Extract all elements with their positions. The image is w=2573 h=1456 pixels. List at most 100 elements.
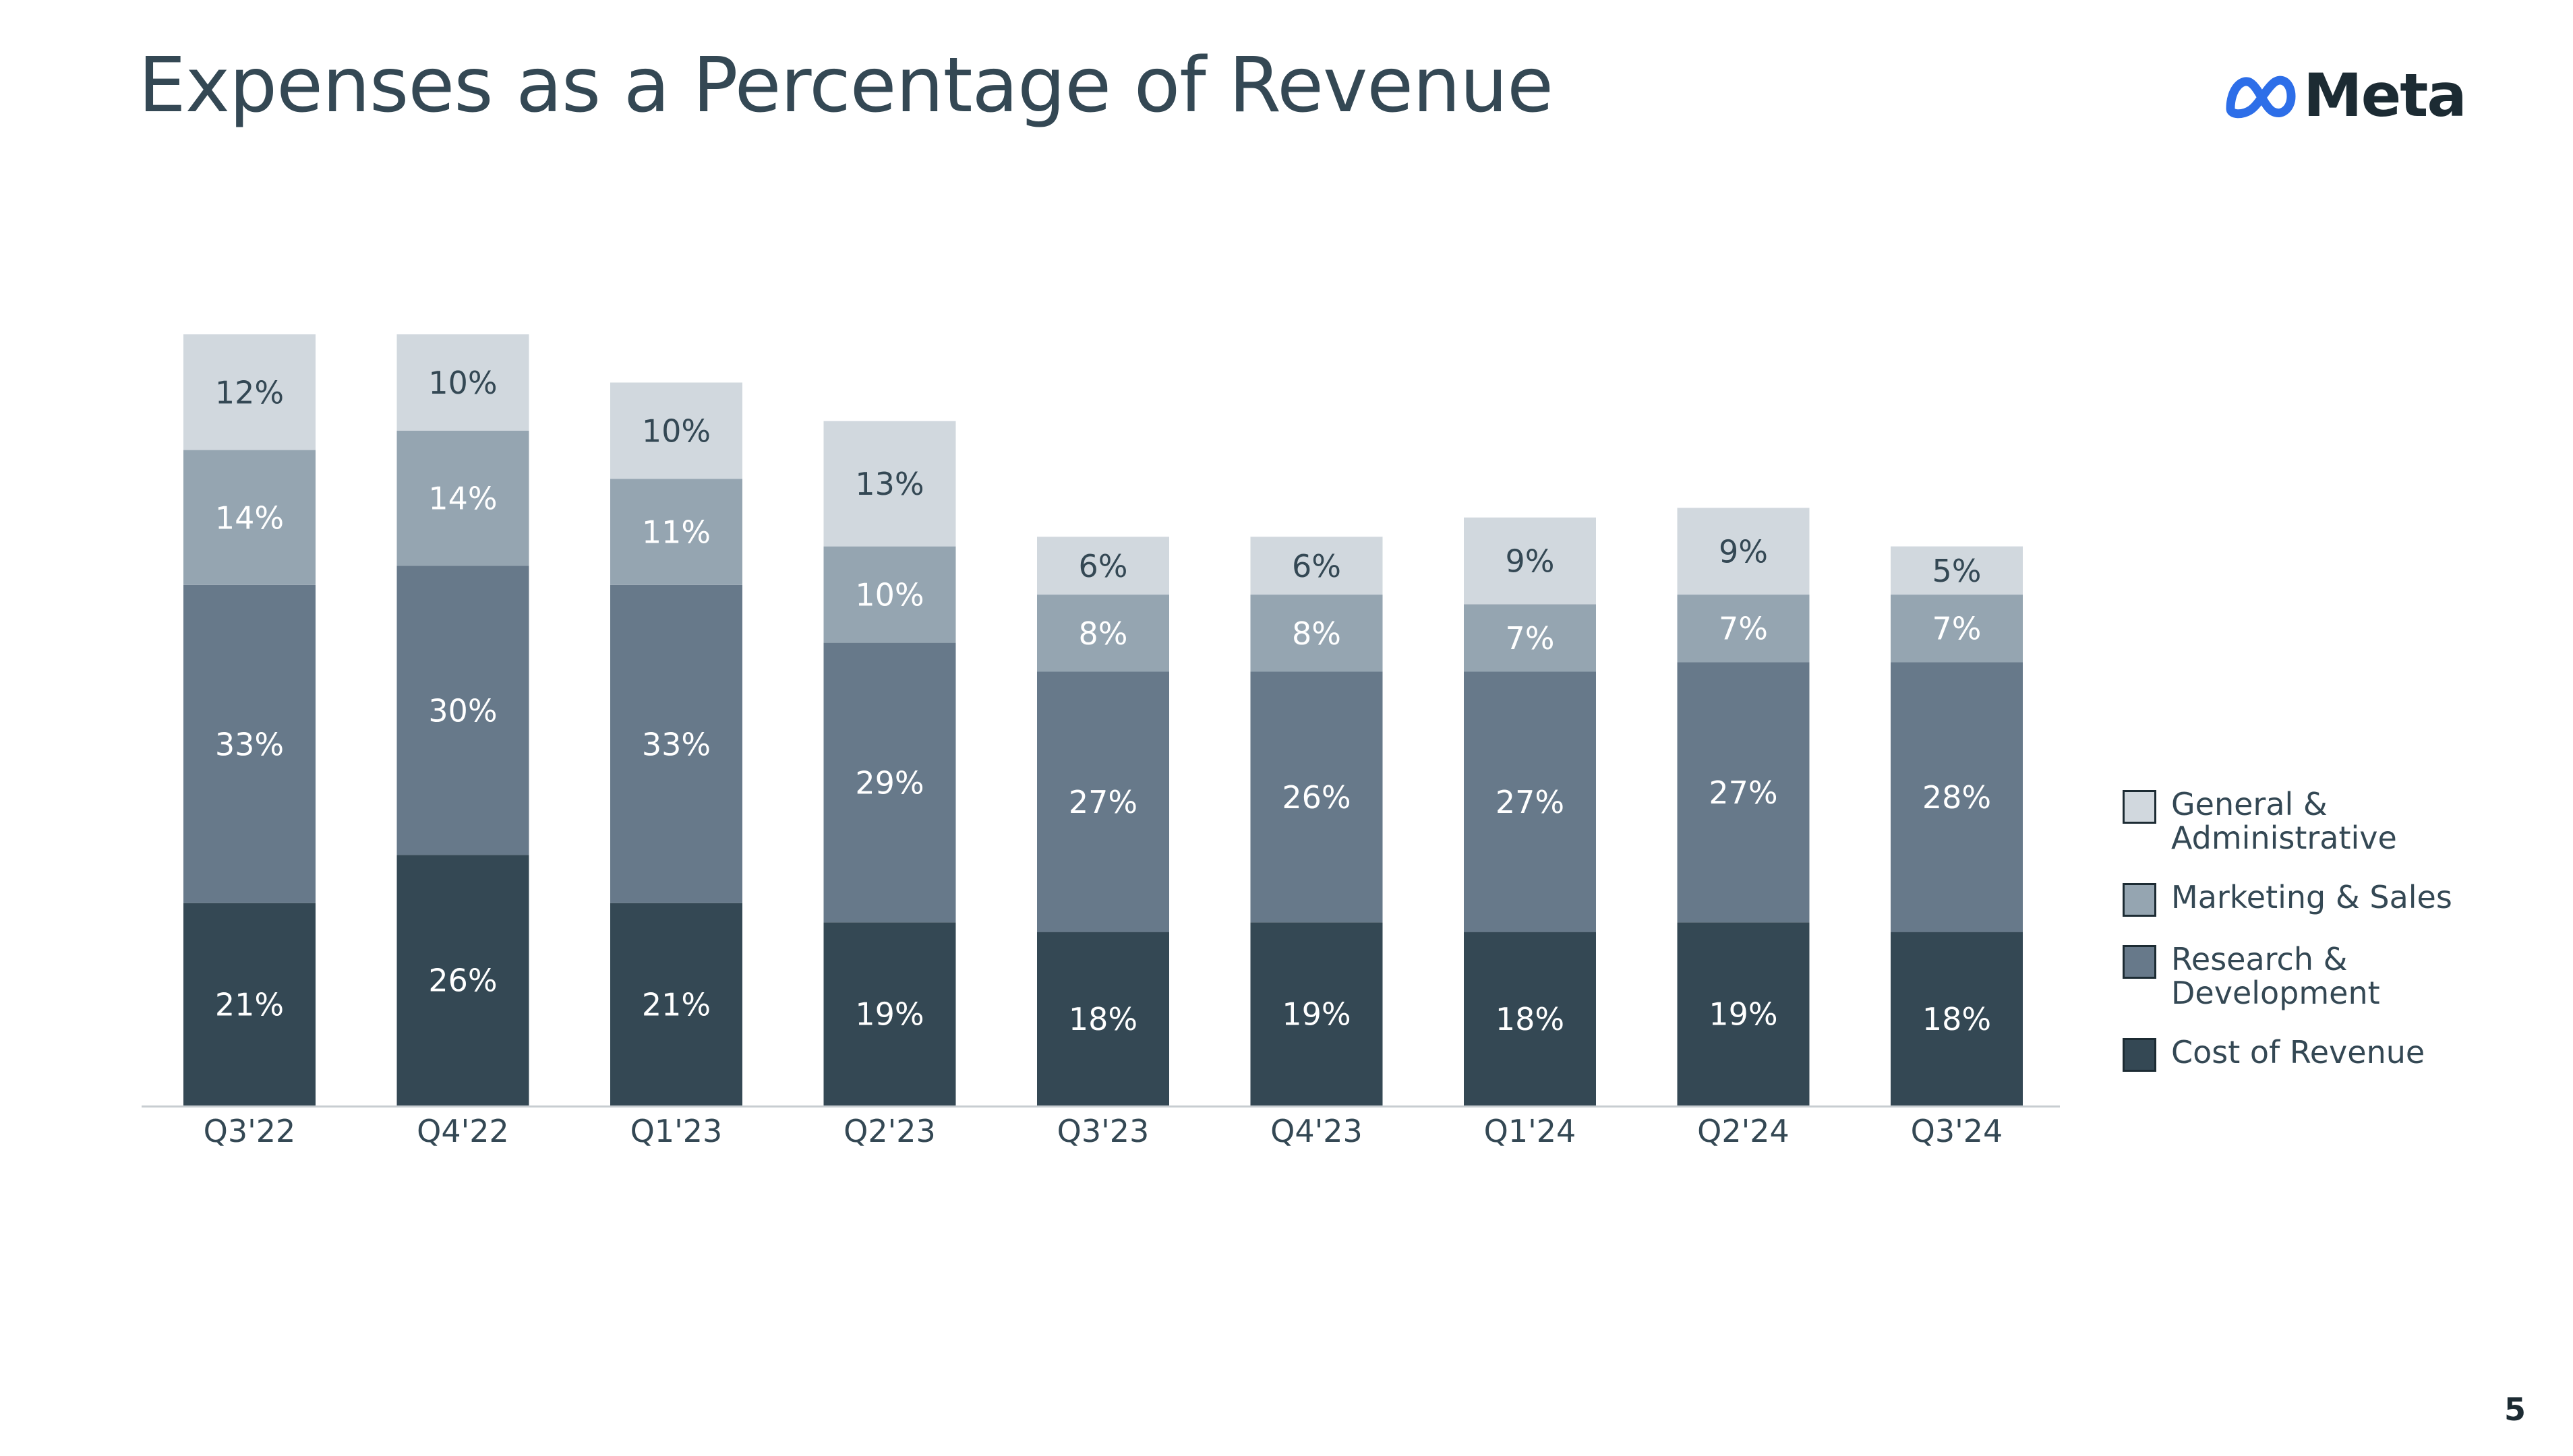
data-label: 21% [642,986,711,1023]
data-label: 12% [215,374,284,411]
bar-segment-general-admin [183,334,316,450]
bar-segment-research-dev [1250,671,1383,923]
data-label: 6% [1079,548,1128,584]
legend-item: Marketing & Sales [2123,880,2454,917]
bar-segment-marketing-sales [1891,595,2023,663]
bar-segment-research-dev [1037,671,1169,932]
data-label: 8% [1079,615,1128,652]
data-label: 9% [1719,533,1768,570]
legend-label: Cost of Revenue [2171,1034,2425,1070]
legend-item: Research & Development [2123,942,2454,1010]
page-title: Expenses as a Percentage of Revenue [138,42,1554,129]
bar-segment-cost-of-revenue [183,903,316,1105]
meta-logo: Meta [2225,61,2467,130]
data-label: 21% [215,986,284,1023]
data-label: 10% [642,413,711,450]
data-label: 7% [1932,611,1982,647]
legend-item: Cost of Revenue [2123,1035,2454,1072]
data-label: 33% [215,726,284,762]
x-tick-label: Q4'23 [1270,1113,1363,1149]
data-label: 8% [1292,615,1341,652]
bar-segment-cost-of-revenue [1250,922,1383,1105]
bar-segment-general-admin [610,382,742,479]
data-label: 10% [428,365,497,401]
bar-segment-research-dev [610,584,742,903]
page-number: 5 [2504,1391,2526,1428]
legend-swatch [2123,1038,2156,1072]
x-tick-label: Q4'22 [417,1113,509,1149]
chart-legend: General & Administrative Marketing & Sale… [2123,787,2454,1097]
bar-segment-general-admin [1891,546,2023,595]
data-label: 7% [1719,611,1768,647]
data-label: 7% [1506,620,1555,657]
bar-segment-cost-of-revenue [1464,932,1596,1105]
data-label: 9% [1506,543,1555,580]
bar-segment-marketing-sales [1250,595,1383,672]
bar-segment-general-admin [823,421,956,547]
meta-logo-text: Meta [2303,61,2467,130]
x-tick-label: Q3'23 [1057,1113,1150,1149]
bar-segment-marketing-sales [1677,595,1810,663]
legend-swatch [2123,790,2156,824]
bar-segment-cost-of-revenue [1677,922,1810,1105]
bar-segment-research-dev [396,566,529,855]
bar-segment-general-admin [1037,537,1169,595]
legend-label: Research & Development [2171,941,2380,1011]
bar-segment-marketing-sales [396,431,529,566]
x-tick-label: Q2'23 [844,1113,936,1149]
bar-segment-research-dev [1891,662,2023,932]
data-label: 27% [1069,784,1137,820]
meta-infinity-icon [2226,75,2296,119]
bar-segment-research-dev [183,584,316,903]
x-tick-label: Q1'23 [630,1113,723,1149]
data-label: 14% [215,499,284,536]
data-label: 18% [1922,1001,1991,1037]
data-label: 30% [428,692,497,729]
data-label: 18% [1496,1001,1564,1037]
legend-label: Marketing & Sales [2171,879,2452,915]
bar-segment-cost-of-revenue [1891,932,2023,1105]
data-label: 18% [1069,1001,1137,1037]
bar-segment-research-dev [823,642,956,923]
data-label: 6% [1292,548,1341,584]
data-label: 27% [1496,784,1564,820]
x-tick-label: Q3'24 [1911,1113,2003,1149]
data-label: 19% [1282,996,1351,1033]
data-label: 10% [855,577,924,613]
data-label: 5% [1932,553,1982,589]
data-label: 13% [855,466,924,502]
data-label: 33% [642,726,711,762]
bar-segment-research-dev [1464,671,1596,932]
bar-segment-general-admin [1250,537,1383,595]
data-label: 26% [1282,779,1351,816]
data-label: 29% [855,765,924,801]
data-label: 14% [428,481,497,517]
bar-segment-general-admin [396,334,529,431]
legend-swatch [2123,883,2156,917]
legend-swatch [2123,945,2156,979]
bar-segment-cost-of-revenue [823,922,956,1105]
x-tick-label: Q2'24 [1697,1113,1790,1149]
bar-segment-marketing-sales [1037,595,1169,672]
data-label: 26% [428,963,497,999]
bar-segment-general-admin [1677,508,1810,595]
data-label: 11% [642,514,711,551]
bar-segment-cost-of-revenue [396,855,529,1105]
bar-segment-marketing-sales [183,450,316,585]
x-tick-label: Q3'22 [204,1113,296,1149]
legend-item: General & Administrative [2123,787,2454,855]
data-label: 27% [1709,775,1777,811]
data-label: 28% [1922,779,1991,816]
bar-segment-marketing-sales [1464,604,1596,672]
legend-label: General & Administrative [2171,786,2397,856]
x-tick-label: Q1'24 [1484,1113,1576,1149]
bar-segment-general-admin [1464,517,1596,605]
bar-segment-marketing-sales [823,546,956,643]
bar-segment-marketing-sales [610,479,742,585]
data-label: 19% [855,996,924,1033]
bar-segment-research-dev [1677,662,1810,923]
data-label: 19% [1709,996,1777,1033]
bar-segment-cost-of-revenue [610,903,742,1105]
bar-segment-cost-of-revenue [1037,932,1169,1105]
